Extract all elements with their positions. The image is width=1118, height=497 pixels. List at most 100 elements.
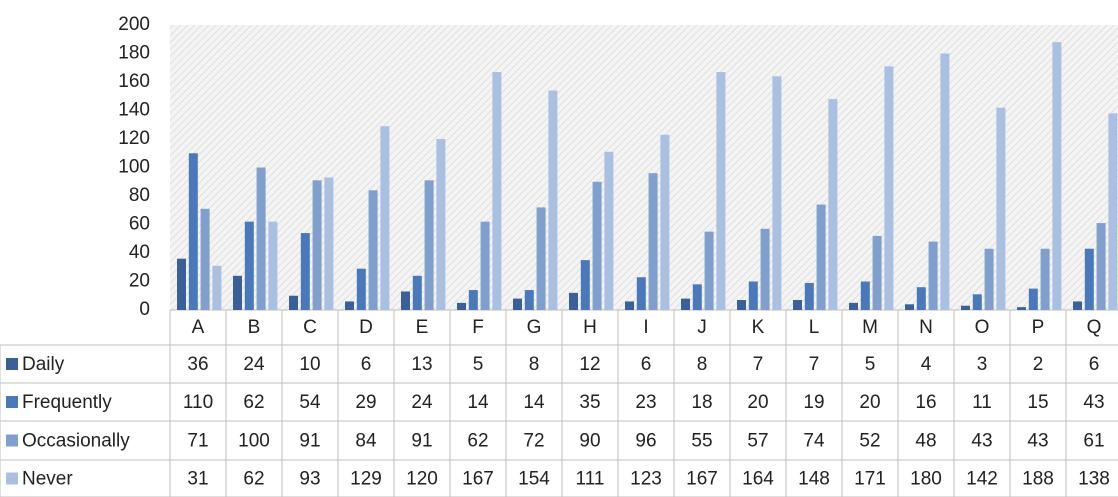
table-value: 6 [641, 354, 652, 375]
table-value: 4 [921, 354, 932, 375]
bar [312, 180, 322, 310]
table-value: 148 [798, 469, 830, 490]
bar [300, 233, 310, 310]
table-value: 72 [523, 431, 544, 452]
bar [660, 134, 670, 310]
bar [737, 300, 746, 310]
bar [188, 153, 198, 310]
bar [200, 208, 210, 310]
table-value: 154 [518, 469, 550, 490]
table-value: 57 [747, 431, 768, 452]
table-value: 171 [854, 469, 886, 490]
table-value: 12 [579, 354, 600, 375]
table-value: 19 [803, 392, 824, 413]
table-value: 61 [1083, 431, 1104, 452]
table-value: 24 [411, 392, 433, 413]
bar [648, 173, 658, 310]
table-value: 120 [406, 469, 438, 490]
table-value: 90 [579, 431, 600, 452]
bar [716, 72, 726, 311]
bar [1040, 248, 1050, 310]
bar [692, 284, 702, 310]
bar [928, 241, 938, 310]
bar [636, 277, 646, 310]
table-value: 2 [1033, 354, 1044, 375]
bar [1017, 307, 1026, 310]
bar [289, 295, 298, 310]
bar [604, 151, 614, 310]
bar [860, 281, 870, 310]
legend-label: Daily [22, 354, 65, 375]
table-value: 71 [187, 431, 208, 452]
bar [592, 181, 602, 310]
table-value: 43 [1027, 431, 1048, 452]
x-tick-label: K [752, 317, 765, 338]
bar [961, 305, 970, 310]
bar [1108, 113, 1118, 310]
bar [984, 248, 994, 310]
bar [424, 180, 434, 310]
bar [233, 275, 242, 310]
bar [492, 72, 502, 311]
bar [380, 126, 390, 310]
y-tick-label: 40 [129, 242, 150, 263]
x-tick-label: F [472, 317, 484, 338]
bar [816, 204, 826, 310]
legend-swatch [6, 472, 18, 485]
bar [256, 167, 266, 310]
table-value: 129 [350, 469, 382, 490]
table-value: 6 [361, 354, 372, 375]
table-value: 188 [1022, 469, 1054, 490]
table-value: 36 [187, 354, 208, 375]
table-value: 5 [473, 354, 484, 375]
bar [916, 287, 926, 310]
bar [513, 298, 522, 310]
bar [872, 235, 882, 310]
table-value: 14 [523, 392, 545, 413]
table-value: 96 [635, 431, 656, 452]
x-tick-label: E [416, 317, 429, 338]
bar [345, 301, 354, 310]
bar [468, 290, 478, 310]
table-value: 62 [467, 431, 488, 452]
bar [1084, 248, 1094, 310]
bar [681, 298, 690, 310]
y-tick-label: 80 [129, 185, 150, 206]
plot-background [170, 25, 1118, 310]
table-value: 55 [691, 431, 712, 452]
y-tick-label: 140 [118, 100, 150, 121]
y-tick-label: 60 [129, 214, 150, 235]
table-value: 123 [630, 469, 662, 490]
bar [704, 231, 714, 310]
legend-swatch [6, 434, 18, 447]
legend-swatch [6, 396, 18, 408]
table-value: 8 [697, 354, 708, 375]
bar [625, 301, 634, 310]
table-value: 93 [299, 469, 320, 490]
y-tick-label: 100 [118, 157, 150, 178]
table-value: 7 [753, 354, 764, 375]
bar [748, 281, 758, 310]
bar [760, 228, 770, 310]
table-value: 6 [1089, 354, 1100, 375]
table-value: 24 [243, 354, 265, 375]
x-tick-label: Q [1087, 317, 1102, 338]
x-tick-label: B [248, 317, 261, 338]
bar [940, 53, 950, 310]
x-tick-label: M [862, 317, 878, 338]
bar [536, 207, 546, 310]
x-tick-label: H [583, 317, 597, 338]
y-tick-label: 120 [118, 128, 150, 149]
bar [244, 221, 254, 310]
table-value: 111 [576, 469, 605, 490]
bar [457, 302, 466, 310]
bar [1096, 223, 1106, 310]
x-tick-label: L [809, 317, 820, 338]
table-value: 20 [747, 392, 768, 413]
bar [772, 76, 782, 310]
bar [412, 275, 422, 310]
table-value: 35 [579, 392, 600, 413]
bar [1028, 288, 1038, 310]
table-value: 74 [803, 431, 825, 452]
